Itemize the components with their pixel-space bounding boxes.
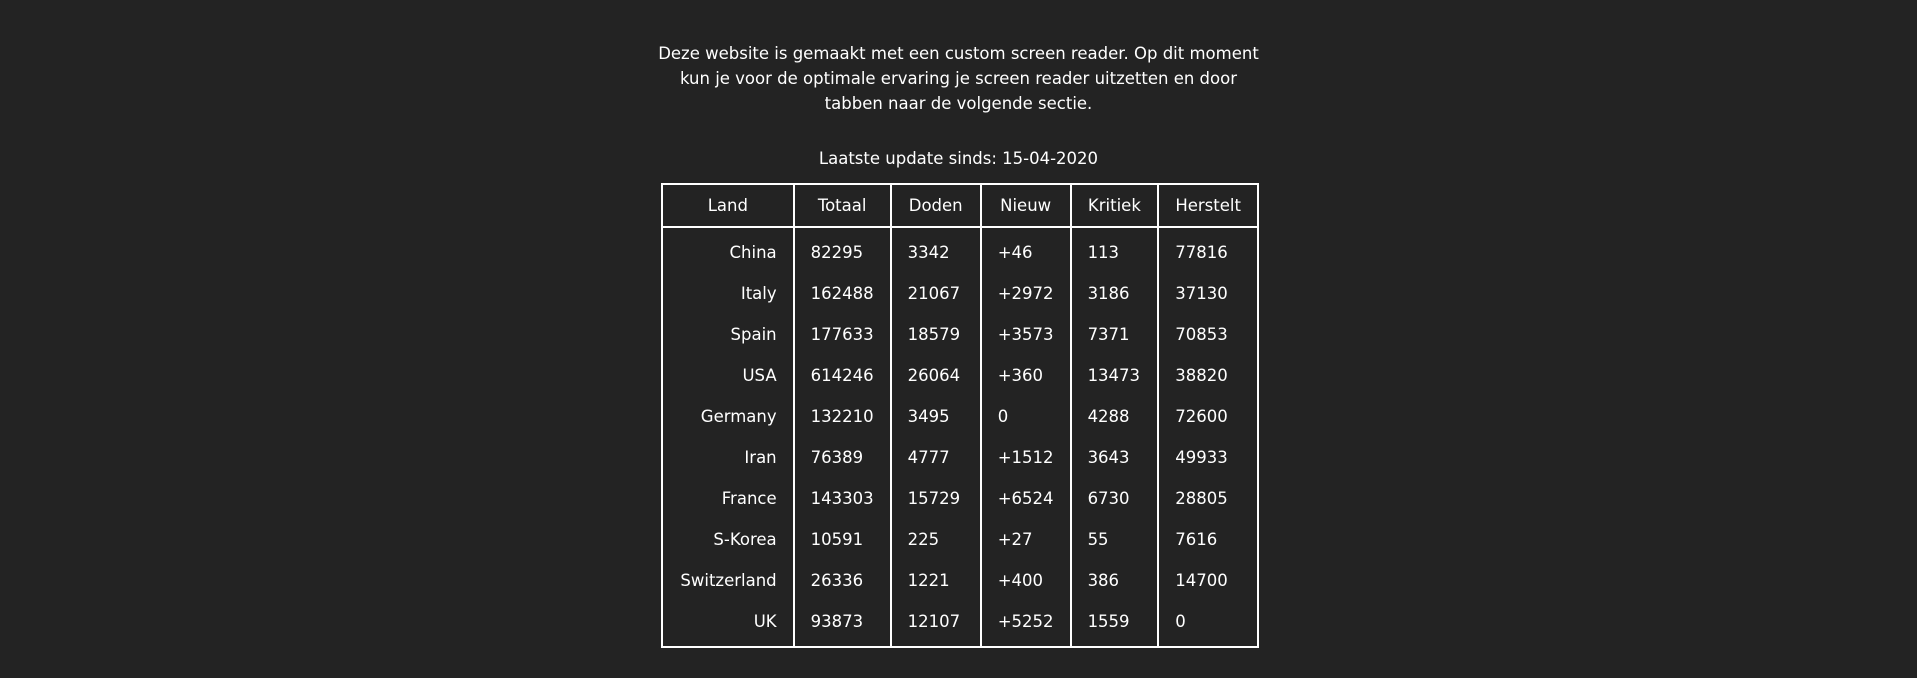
- kritiek-cell: 386: [1069, 560, 1160, 601]
- table-row: Switzerland 26336 1221 +400 386 14700: [661, 560, 1259, 601]
- kritiek-cell: 4288: [1069, 396, 1160, 437]
- nieuw-cell: +2972: [979, 273, 1072, 314]
- totaal-cell: 132210: [792, 396, 892, 437]
- doden-cell: 3342: [889, 227, 982, 273]
- land-cell: Germany: [661, 396, 795, 437]
- column-header-kritiek: Kritiek: [1069, 183, 1160, 228]
- doden-cell: 12107: [889, 601, 982, 647]
- last-update-text: Laatste update sinds: 15-04-2020: [818, 149, 1099, 168]
- totaal-cell: 177633: [792, 314, 892, 355]
- table-body: China 82295 3342 +46 113 77816 Italy 162488 2106…: [661, 227, 1259, 647]
- nieuw-cell: +27: [979, 519, 1072, 560]
- nieuw-cell: +360: [979, 355, 1072, 396]
- land-cell: UK: [661, 601, 795, 647]
- table-row: S-Korea 10591 225 +27 55 7616: [661, 519, 1259, 560]
- nieuw-cell: +400: [979, 560, 1072, 601]
- totaal-cell: 93873: [792, 601, 892, 647]
- table-row: Italy 162488 21067 +2972 3186 37130: [661, 273, 1259, 314]
- doden-cell: 3495: [889, 396, 982, 437]
- totaal-cell: 614246: [792, 355, 892, 396]
- doden-cell: 4777: [889, 437, 982, 478]
- table-header: Land Totaal Doden Nieuw Kritiek Herstelt: [661, 183, 1259, 228]
- land-cell: S-Korea: [661, 519, 795, 560]
- doden-cell: 1221: [889, 560, 982, 601]
- totaal-cell: 10591: [792, 519, 892, 560]
- herstelt-cell: 37130: [1157, 273, 1259, 314]
- land-cell: Italy: [661, 273, 795, 314]
- nieuw-cell: +1512: [979, 437, 1072, 478]
- herstelt-cell: 72600: [1157, 396, 1259, 437]
- kritiek-cell: 3643: [1069, 437, 1160, 478]
- herstelt-cell: 70853: [1157, 314, 1259, 355]
- land-cell: China: [661, 227, 795, 273]
- nieuw-cell: 0: [979, 396, 1072, 437]
- nieuw-cell: +3573: [979, 314, 1072, 355]
- herstelt-cell: 38820: [1157, 355, 1259, 396]
- table-row: China 82295 3342 +46 113 77816: [661, 227, 1259, 273]
- herstelt-cell: 28805: [1157, 478, 1259, 519]
- corona-stats-table: Land Totaal Doden Nieuw Kritiek Herstelt…: [661, 183, 1259, 648]
- land-cell: Iran: [661, 437, 795, 478]
- column-header-land: Land: [661, 183, 795, 228]
- herstelt-cell: 14700: [1157, 560, 1259, 601]
- herstelt-cell: 77816: [1157, 227, 1259, 273]
- table-row: Spain 177633 18579 +3573 7371 70853: [661, 314, 1259, 355]
- kritiek-cell: 113: [1069, 227, 1160, 273]
- table-header-row: Land Totaal Doden Nieuw Kritiek Herstelt: [661, 183, 1259, 228]
- screen-reader-notice: Deze website is gemaakt met een custom s…: [0, 41, 1917, 116]
- totaal-cell: 162488: [792, 273, 892, 314]
- table-row: USA 614246 26064 +360 13473 38820: [661, 355, 1259, 396]
- table-row: France 143303 15729 +6524 6730 28805: [661, 478, 1259, 519]
- totaal-cell: 76389: [792, 437, 892, 478]
- kritiek-cell: 13473: [1069, 355, 1160, 396]
- doden-cell: 21067: [889, 273, 982, 314]
- doden-cell: 225: [889, 519, 982, 560]
- screen-reader-notice-text: Deze website is gemaakt met een custom s…: [658, 44, 1259, 113]
- kritiek-cell: 55: [1069, 519, 1160, 560]
- land-cell: France: [661, 478, 795, 519]
- nieuw-cell: +46: [979, 227, 1072, 273]
- kritiek-cell: 7371: [1069, 314, 1160, 355]
- herstelt-cell: 0: [1157, 601, 1259, 647]
- doden-cell: 15729: [889, 478, 982, 519]
- totaal-cell: 26336: [792, 560, 892, 601]
- land-cell: Spain: [661, 314, 795, 355]
- totaal-cell: 82295: [792, 227, 892, 273]
- doden-cell: 18579: [889, 314, 982, 355]
- herstelt-cell: 7616: [1157, 519, 1259, 560]
- land-cell: Switzerland: [661, 560, 795, 601]
- table-row: Iran 76389 4777 +1512 3643 49933: [661, 437, 1259, 478]
- column-header-herstelt: Herstelt: [1157, 183, 1259, 228]
- kritiek-cell: 6730: [1069, 478, 1160, 519]
- table-row: Germany 132210 3495 0 4288 72600: [661, 396, 1259, 437]
- doden-cell: 26064: [889, 355, 982, 396]
- kritiek-cell: 1559: [1069, 601, 1160, 647]
- table-row: UK 93873 12107 +5252 1559 0: [661, 601, 1259, 647]
- nieuw-cell: +6524: [979, 478, 1072, 519]
- column-header-nieuw: Nieuw: [979, 183, 1072, 228]
- column-header-totaal: Totaal: [792, 183, 892, 228]
- totaal-cell: 143303: [792, 478, 892, 519]
- nieuw-cell: +5252: [979, 601, 1072, 647]
- land-cell: USA: [661, 355, 795, 396]
- column-header-doden: Doden: [889, 183, 982, 228]
- herstelt-cell: 49933: [1157, 437, 1259, 478]
- kritiek-cell: 3186: [1069, 273, 1160, 314]
